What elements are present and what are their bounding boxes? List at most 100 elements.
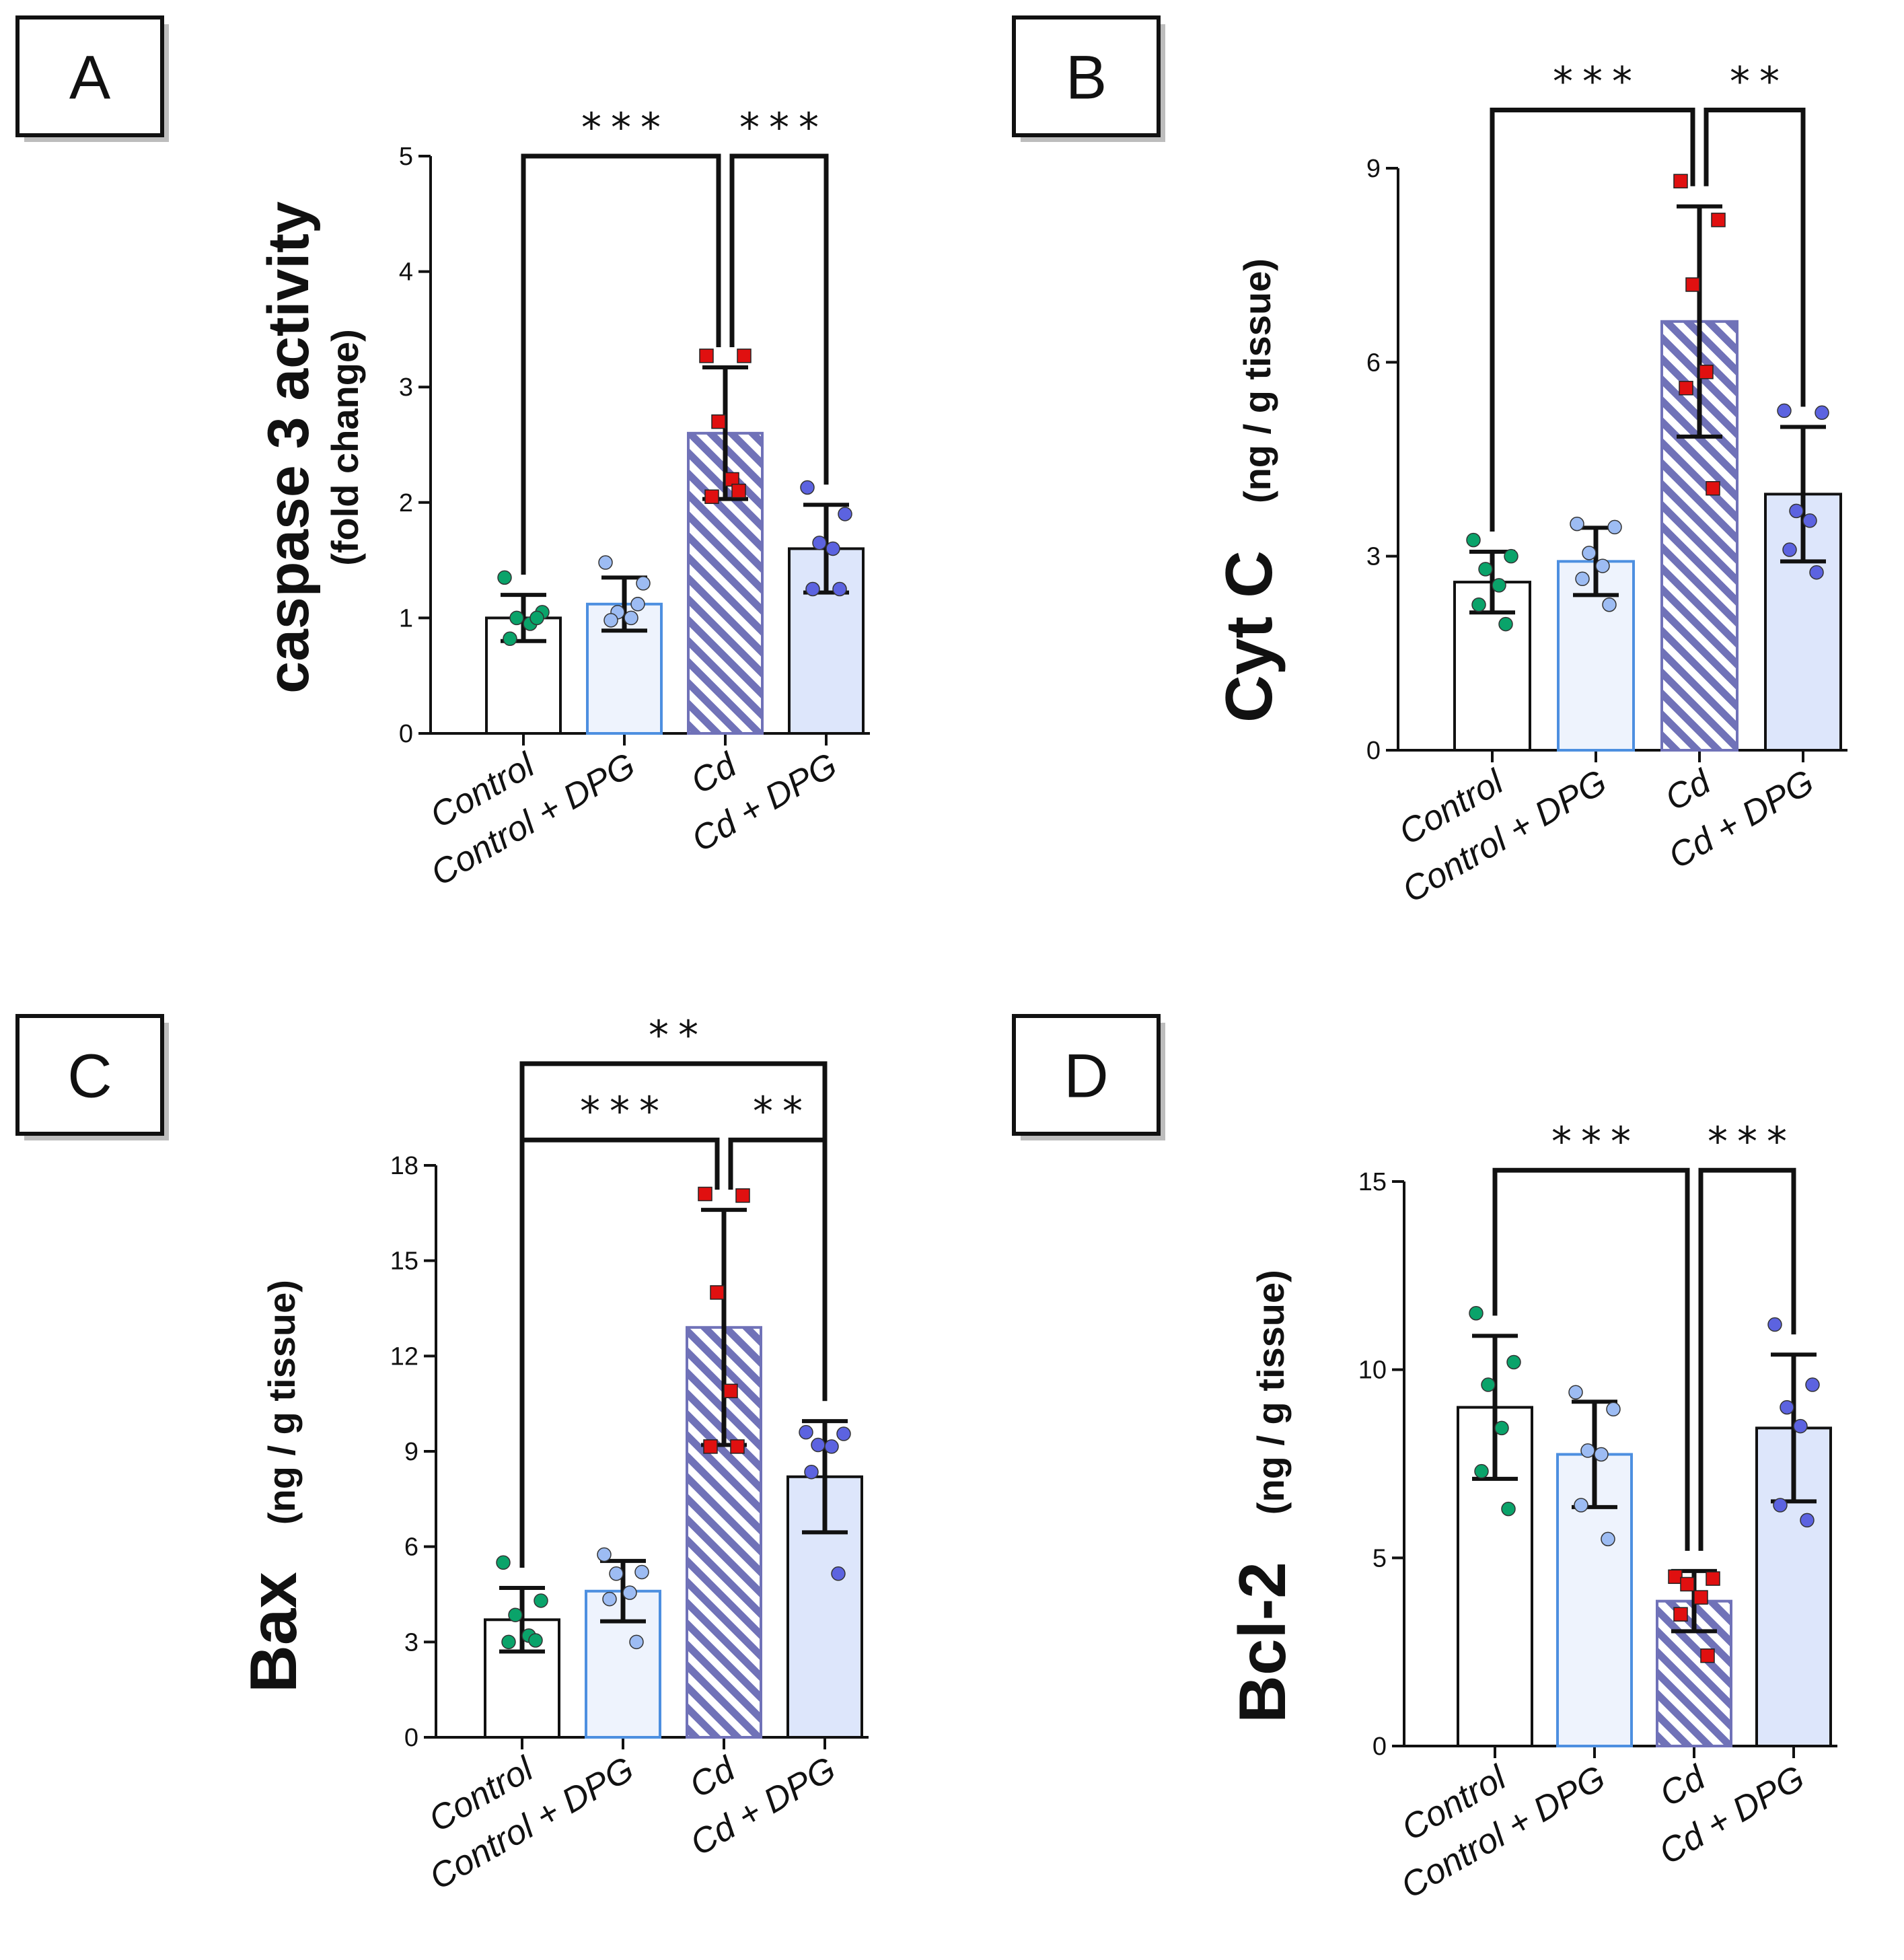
y-tick-label: 0 [404,1724,418,1752]
panel-box [1012,1014,1161,1136]
data-point [1582,546,1597,560]
data-point [1580,1443,1595,1458]
data-point [534,1593,548,1608]
data-point [1706,1571,1720,1586]
data-point [836,1426,851,1441]
y-tick-label: 3 [404,1628,418,1657]
data-point [1601,1531,1615,1547]
data-point [1594,1447,1609,1462]
data-point [811,1437,826,1453]
data-point [1800,1513,1815,1528]
y-tick-label: 9 [404,1438,418,1466]
data-point [799,1424,813,1440]
y-tick-label: 0 [1366,737,1381,765]
panel-box [15,15,164,137]
data-point [1471,597,1486,612]
data-point [1673,174,1688,188]
data-point [598,555,613,570]
data-point [805,581,820,597]
data-point [838,507,852,521]
data-point [1685,277,1700,292]
data-point [1815,405,1829,421]
significance-label: *** [581,104,670,151]
y-tick-label: 2 [399,489,413,517]
bar [585,1589,661,1739]
data-point [1607,519,1622,535]
y-axis-subtitle: (ng / g tissue) [260,1280,303,1525]
y-tick-label: 15 [390,1247,418,1276]
y-tick-label: 5 [1372,1544,1387,1572]
data-point [1777,403,1792,419]
data-point [824,1439,839,1454]
data-point [501,1634,516,1650]
data-point [1506,1354,1521,1370]
data-point [624,610,638,626]
significance-label: ** [753,1088,812,1135]
significance-label: *** [1551,1118,1640,1165]
significance-bracket [1492,1167,1690,1551]
significance-bracket [1490,108,1695,532]
panel-box [15,1014,164,1136]
category-label: Cd [1658,762,1718,819]
y-tick-label: 3 [1366,543,1381,571]
data-point [1492,578,1506,593]
y-axis-title: Bax [236,1572,310,1693]
y-tick-label: 4 [399,258,413,287]
data-point [1602,597,1617,612]
y-tick-label: 18 [390,1152,418,1180]
y-tick-label: 3 [399,373,413,402]
panel-letter: A [69,44,111,112]
data-point [699,349,714,363]
data-point [735,1188,750,1203]
significance-bracket [1698,1167,1796,1551]
y-tick-label: 12 [390,1342,418,1371]
y-axis-subtitle: (ng / g tissue) [1249,1270,1292,1515]
data-point [509,610,524,626]
data-point [1809,565,1824,580]
data-point [528,1633,543,1648]
category-label: Cd [684,745,743,802]
data-point [1498,616,1513,632]
y-axis-title: Bcl-2 [1225,1562,1299,1723]
y-axis-title: caspase 3 activity [256,201,321,694]
data-point [698,1186,712,1202]
data-point [503,631,517,647]
data-point [1668,1569,1683,1585]
data-point [1574,1498,1588,1513]
y-tick-label: 1 [399,604,413,632]
data-point [1568,1385,1583,1400]
y-axis-title: Cyt C [1212,550,1286,723]
data-point [636,576,651,591]
y-axis-subtitle: (ng / g tissue) [1236,258,1278,503]
data-point [1699,365,1714,379]
y-tick-label: 9 [1366,155,1381,183]
data-point [529,610,544,626]
data-point [731,483,746,499]
y-tick-label: 0 [1372,1733,1387,1761]
y-tick-label: 5 [399,143,413,171]
data-point [609,1566,624,1581]
data-point [1504,548,1518,564]
significance-label: ** [649,1012,708,1059]
data-point [1474,1463,1489,1479]
data-point [800,480,815,495]
panel-letter: D [1064,1042,1108,1111]
data-point [629,1634,644,1650]
category-label: Cd [683,1749,742,1806]
y-tick-label: 15 [1358,1168,1387,1196]
panel-letter: C [67,1042,112,1111]
data-point [1780,1400,1794,1415]
data-point [630,597,645,612]
data-point [1679,381,1693,396]
significance-label: *** [1708,1118,1796,1165]
data-point [1481,1377,1496,1392]
y-tick-label: 10 [1358,1356,1387,1385]
data-point [496,1555,511,1570]
category-label: Cd [1653,1757,1712,1815]
significance-bracket [519,1061,828,1568]
data-point [711,414,726,429]
